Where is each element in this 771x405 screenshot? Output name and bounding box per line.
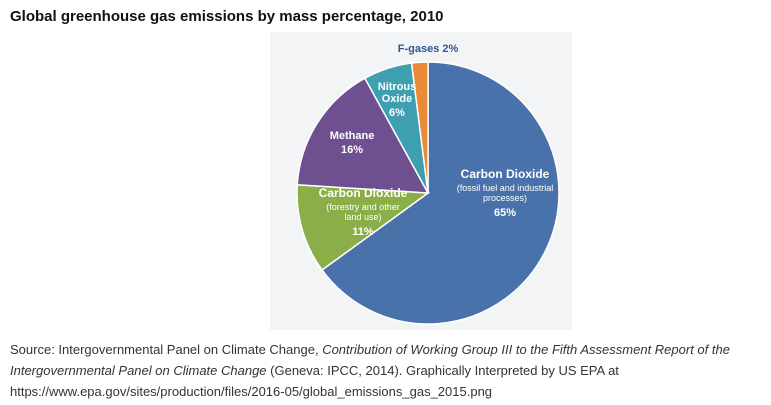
slice-label-line: Nitrous — [378, 81, 417, 93]
pie-slice-co2-forestry — [296, 183, 431, 272]
pie-slice-methane — [296, 77, 430, 194]
slice-label-co2-fossil: Carbon Dioxide (fossil fuel and industria… — [457, 167, 554, 219]
pie-chart-panel: Carbon Dioxide (fossil fuel and industria… — [270, 32, 572, 330]
slice-label-methane: Methane 16% — [330, 130, 375, 156]
slice-label-line: Oxide — [382, 93, 413, 105]
slice-label-line: 16% — [341, 144, 363, 156]
slice-label-line: land use) — [344, 212, 381, 222]
slice-label-line: (fossil fuel and industrial — [457, 183, 554, 193]
pie-slice-f-gases — [410, 61, 429, 194]
source-suffix: (Geneva: IPCC, 2014). Graphically Interp… — [10, 363, 619, 399]
slice-label-line: F-gases 2% — [398, 43, 459, 55]
source-citation: Source: Intergovernmental Panel on Clima… — [10, 339, 765, 402]
slice-label-line: 65% — [494, 207, 516, 219]
pie-chart: Carbon Dioxide (fossil fuel and industria… — [296, 43, 560, 325]
slice-label-line: Carbon Dioxide — [461, 167, 550, 181]
slice-label-line: 11% — [352, 226, 374, 238]
slice-label-line: Methane — [330, 130, 375, 142]
slice-label-line: (forestry and other — [326, 202, 400, 212]
chart-title: Global greenhouse gas emissions by mass … — [10, 8, 444, 25]
slice-label-line: Carbon Dioxide — [319, 186, 408, 200]
slice-label-line: 6% — [389, 107, 405, 119]
slice-label-line: processes) — [483, 193, 527, 203]
slice-label-f-gases: F-gases 2% — [398, 43, 459, 55]
source-report-title: Contribution of Working Group III to the… — [10, 342, 730, 378]
pie-slice-co2-fossil — [320, 61, 560, 325]
source-prefix: Source: Intergovernmental Panel on Clima… — [10, 342, 323, 357]
